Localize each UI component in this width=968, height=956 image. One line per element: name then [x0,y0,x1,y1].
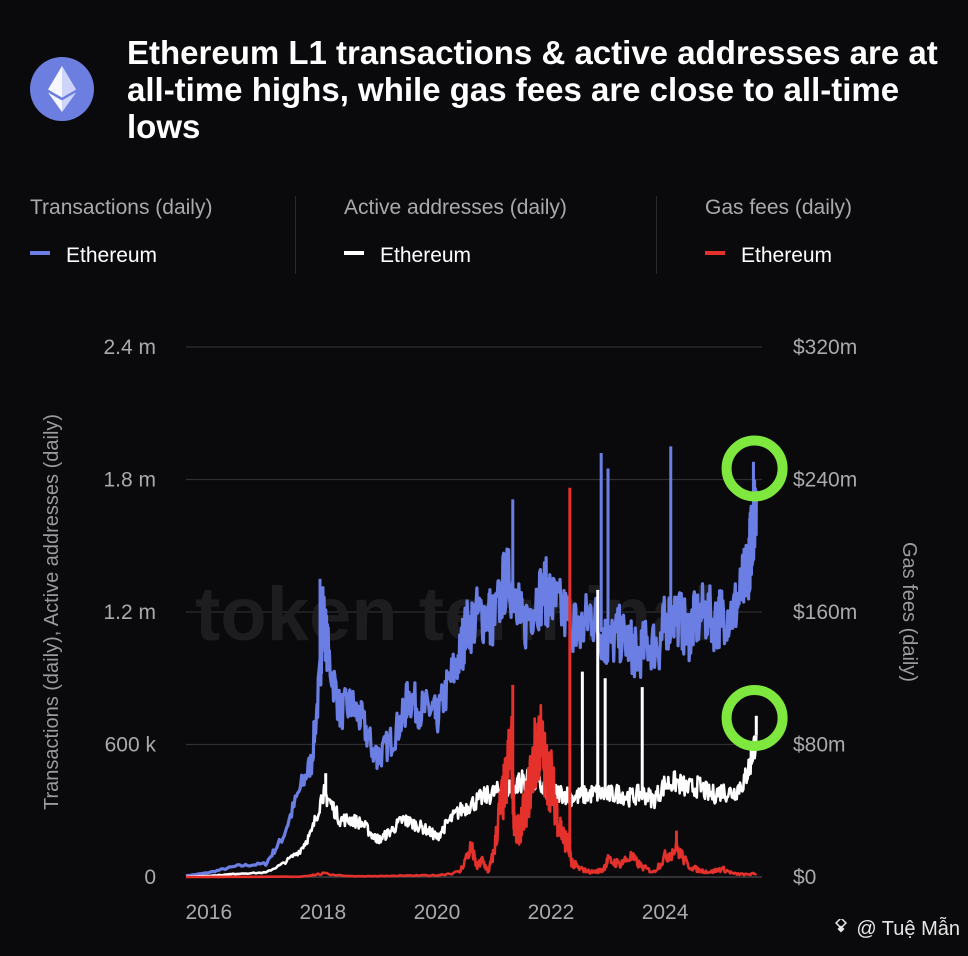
author-watermark: @ Tuệ Mẫn [832,918,960,941]
legend-swatch [705,251,725,256]
y-tick-label: 600 k [105,734,157,757]
legend-group-transactions: Transactions (daily) Ethereum [30,196,212,274]
legend-item-label: Ethereum [380,244,472,267]
legend-swatch [30,251,50,256]
y2-tick-label: $240m [793,469,857,492]
legend-group-active-addresses: Active addresses (daily) Ethereum [344,196,567,274]
author-text: @ Tuệ Mẫn [856,918,960,940]
legend-divider [295,196,296,274]
binance-square-icon [835,919,848,933]
x-tick-label: 2020 [414,901,461,920]
legend-group-gas-fees: Gas fees (daily) Ethereum [705,196,852,274]
legend-swatch [344,251,364,256]
legend-group-title: Active addresses (daily) [344,196,567,219]
legend-item-label: Ethereum [741,244,833,267]
series-layer [185,446,758,879]
series-line [185,735,758,879]
y2-tick-label: $320m [793,336,857,359]
legend-item-gas-fees[interactable]: Ethereum [705,244,832,268]
highlight-circle [721,435,788,502]
y2-tick-label: $0 [793,866,816,889]
x-tick-label: 2022 [528,901,575,920]
y-tick-label: 1.2 m [103,601,156,624]
y-axis-right-ticks: $0 $80m $160m $240m $320m [793,336,857,889]
legend-item-transactions[interactable]: Ethereum [30,244,157,268]
y-tick-label: 1.8 m [103,469,156,492]
x-tick-label: 2016 [185,901,232,920]
series-line [186,703,758,879]
legend-group-title: Gas fees (daily) [705,196,853,219]
y-tick-label: 2.4 m [103,336,156,359]
legend-group-title: Transactions (daily) [30,196,213,219]
x-tick-label: 2024 [642,901,689,920]
ethereum-icon [30,57,94,121]
header: Ethereum L1 transactions & active addres… [0,0,968,170]
y-axis-right-label: Gas fees (daily) [898,542,920,682]
legend: Transactions (daily) Ethereum Active add… [0,196,968,276]
legend-item-active-addresses[interactable]: Ethereum [344,244,471,268]
y2-tick-label: $80m [793,734,846,757]
legend-item-label: Ethereum [66,244,158,267]
x-axis-ticks: 2016 2018 2020 2022 2024 [185,901,688,920]
y-axis-left-label: Transactions (daily), Active addresses (… [41,414,63,810]
highlight-layer [721,435,788,751]
highlight-circle [721,685,788,751]
legend-divider [656,196,657,274]
y2-tick-label: $160m [793,601,857,624]
y-tick-label: 0 [144,866,156,889]
y-axis-left-ticks: 0 600 k 1.2 m 1.8 m 2.4 m [103,336,156,889]
series-line [185,479,758,878]
page-title: Ethereum L1 transactions & active addres… [127,34,938,145]
x-tick-label: 2018 [300,901,347,920]
